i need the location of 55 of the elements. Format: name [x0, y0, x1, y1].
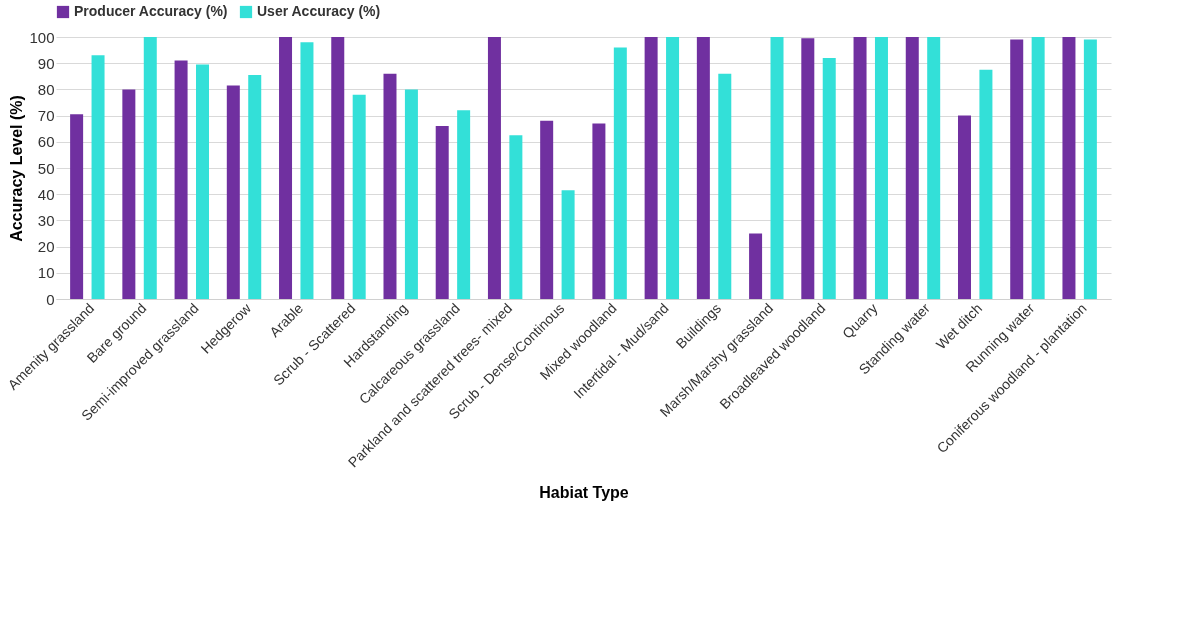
- bar: [248, 74, 262, 299]
- y-tick-label: 70: [37, 107, 55, 125]
- bar: [196, 64, 210, 299]
- y-tick-label: 50: [37, 159, 55, 177]
- y-tick-label: 40: [37, 185, 55, 203]
- bar: [874, 37, 888, 299]
- bar: [331, 37, 345, 299]
- y-tick-label: 0: [46, 290, 55, 308]
- y-tick-label: 30: [37, 211, 55, 229]
- bar: [801, 38, 815, 299]
- bar: [435, 126, 449, 299]
- bar: [404, 89, 418, 299]
- y-tick-label: 10: [37, 264, 55, 282]
- bar: [822, 57, 836, 299]
- bar: [979, 69, 993, 299]
- bar: [1062, 37, 1076, 299]
- bar: [592, 123, 606, 299]
- bar: [143, 37, 157, 299]
- bar: [352, 94, 366, 299]
- bar: [487, 37, 501, 299]
- bar: [770, 37, 784, 299]
- bar: [1083, 39, 1097, 299]
- bar: [905, 37, 919, 299]
- bar: [613, 47, 627, 299]
- bar: [70, 114, 84, 299]
- y-axis-title: Accuracy Level (%): [8, 95, 26, 242]
- y-tick-label: 80: [37, 80, 55, 98]
- bar: [853, 37, 867, 299]
- y-tick-label: 20: [37, 238, 55, 256]
- bar: [174, 60, 188, 299]
- bar: [927, 37, 941, 299]
- bar: [91, 55, 105, 299]
- bar: [718, 73, 732, 299]
- legend-label: User Accuracy (%): [257, 3, 381, 19]
- bar: [1010, 39, 1024, 299]
- bar: [457, 110, 471, 299]
- bar: [226, 85, 240, 299]
- bar: [749, 233, 763, 299]
- bar: [957, 115, 971, 299]
- y-tick-label: 60: [37, 133, 55, 151]
- bar: [666, 37, 680, 299]
- bar: [279, 37, 293, 299]
- bar: [122, 89, 136, 299]
- legend-label: Producer Accuracy (%): [74, 3, 228, 19]
- bar: [383, 73, 397, 299]
- bar: [540, 120, 554, 299]
- bar: [509, 135, 523, 299]
- bar: [561, 190, 575, 299]
- bar: [644, 37, 658, 299]
- x-axis-title: Habiat Type: [539, 484, 629, 502]
- bar: [300, 42, 314, 299]
- bar: [1031, 37, 1045, 299]
- bar: [696, 37, 710, 299]
- y-tick-label: 90: [37, 54, 55, 72]
- y-tick-label: 100: [29, 28, 55, 46]
